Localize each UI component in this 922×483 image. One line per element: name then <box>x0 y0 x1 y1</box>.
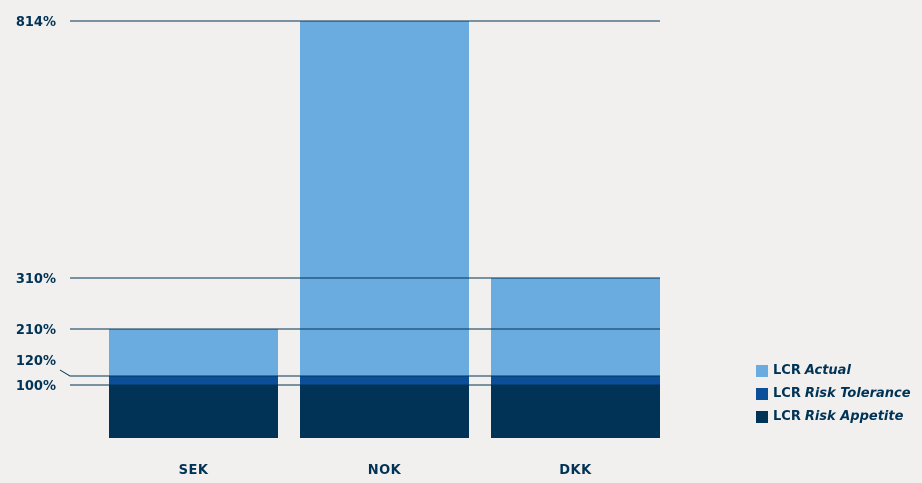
bar-sek-risk-appetite <box>109 385 278 438</box>
legend-label: Risk Tolerance <box>804 386 911 401</box>
legend-label: Actual <box>804 363 851 378</box>
legend-prefix: LCR <box>773 386 801 401</box>
legend-swatch <box>756 364 768 377</box>
category-label-sek: SEK <box>179 463 209 478</box>
legend: LCR Actual LCR Risk Tolerance LCR Risk Appeti… <box>756 363 911 432</box>
legend-prefix: LCR <box>773 363 801 378</box>
legend-prefix: LCR <box>773 409 801 424</box>
tick-label-120: 120% <box>16 354 56 369</box>
tick-label-100: 100% <box>16 379 56 394</box>
legend-label: Risk Appetite <box>804 409 904 424</box>
legend-item-risk-appetite: LCR Risk Appetite <box>756 409 911 424</box>
category-label-dkk: DKK <box>559 463 592 478</box>
reference-line-120 <box>59 369 660 377</box>
bar-nok-actual <box>300 21 469 376</box>
bar-nok-risk-appetite <box>300 385 469 438</box>
bars-group <box>109 21 660 438</box>
legend-swatch <box>756 410 768 423</box>
bar-sek-actual <box>109 329 278 376</box>
bar-dkk-actual <box>491 278 660 376</box>
reference-lines-group <box>59 20 660 386</box>
bar-dkk-risk-tolerance <box>491 376 660 385</box>
tick-label-310: 310% <box>16 272 56 287</box>
category-labels-group: SEK NOK DKK <box>179 463 592 478</box>
category-label-nok: NOK <box>368 463 402 478</box>
bar-dkk-risk-appetite <box>491 385 660 438</box>
tick-labels-group: 814% 310% 210% 120% 100% <box>16 15 56 394</box>
tick-label-210: 210% <box>16 323 56 338</box>
legend-item-risk-tolerance: LCR Risk Tolerance <box>756 386 911 401</box>
bar-nok-risk-tolerance <box>300 376 469 385</box>
legend-swatch <box>756 387 768 400</box>
legend-item-actual: LCR Actual <box>756 363 911 378</box>
tick-label-814: 814% <box>16 15 56 30</box>
bar-sek-risk-tolerance <box>109 376 278 385</box>
